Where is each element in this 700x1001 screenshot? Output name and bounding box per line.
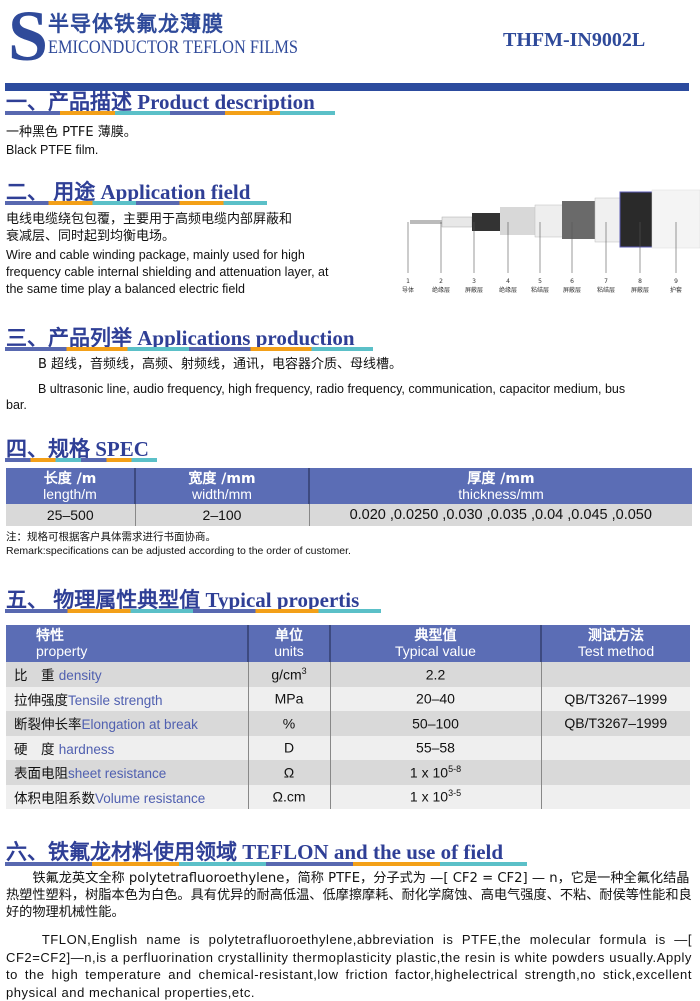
layer-number: 3 [472, 278, 476, 285]
logo-letter: S [8, 0, 49, 76]
title-cn: 半导体铁氟龙薄膜 [48, 12, 224, 36]
col-property: 特性 property [6, 625, 249, 662]
cell-property: 比 重 density [6, 662, 249, 687]
heading-underline [5, 458, 157, 462]
col-test-method: 测试方法 Test method [541, 625, 690, 662]
layer-label: 导体 [402, 286, 414, 294]
cell-method: QB/T3267–1999 [541, 686, 690, 711]
layer-number: 2 [439, 278, 443, 285]
teflon-en: TFLON,English name is polytetrafluoroeth… [6, 932, 692, 1000]
heading-underline [5, 111, 335, 115]
desc-cn: 一种黑色 PTFE 薄膜。 [6, 125, 137, 140]
table-row: 25–500 2–100 0.020 ,0.0250 ,0.030 ,0.035… [6, 504, 692, 526]
cell-value: 2.2 [330, 662, 542, 687]
cell-length: 25–500 [6, 504, 136, 526]
table-row: 比 重 density g/cm3 2.2 [6, 662, 690, 687]
section-heading-description: 一、产品描述 Product description [6, 90, 315, 114]
title-en: EMICONDUCTOR TEFLON FILMS [48, 37, 298, 58]
section-heading-properties: 五、 物理属性典型值 Typical propertis [6, 588, 360, 612]
cell-width: 2–100 [135, 504, 310, 526]
section-heading-products: 三、产品列举 Applications production [6, 326, 355, 350]
layer-number: 1 [406, 278, 410, 285]
cell-unit: Ω.cm [248, 784, 331, 809]
table-row: 体积电阻系数Volume resistance Ω.cm 1 x 103-5 [6, 784, 690, 809]
cell-method: QB/T3267–1999 [541, 711, 690, 736]
cell-unit: Ω [248, 760, 331, 785]
cell-property: 硬 度 hardness [6, 735, 249, 760]
layer-label: 绝缘层 [432, 286, 450, 294]
layer-label: 粘结层 [531, 286, 549, 294]
application-cn-1: 电线电缆绕包包覆，主要用于高频电缆内部屏蔽和 [6, 212, 293, 227]
cell-property: 表面电阻sheet resistance [6, 760, 249, 785]
layer-label: 屏蔽层 [465, 286, 483, 294]
cell-method [541, 735, 690, 760]
desc-en: Black PTFE film. [6, 143, 99, 157]
layer-number: 5 [538, 278, 542, 285]
table-row: 拉伸强度Tensile strength MPa 20–40 QB/T3267–… [6, 686, 690, 711]
col-length: 长度 /m length/m [6, 468, 136, 504]
spec-note-en: Remark:specifications can be adjusted ac… [6, 545, 351, 557]
cell-value: 55–58 [330, 735, 542, 760]
section-heading-application: 二、 用途 Application field [6, 180, 251, 204]
col-units: 单位 units [248, 625, 331, 662]
spec-note-cn: 注：规格可根据客户具体需求进行书面协商。 [6, 531, 216, 543]
cell-property: 拉伸强度Tensile strength [6, 686, 249, 711]
layer-label: 屏蔽层 [563, 286, 581, 294]
heading-underline [5, 347, 373, 351]
col-thickness: 厚度 /mm thickness/mm [309, 468, 692, 504]
col-width: 宽度 /mm width/mm [135, 468, 310, 504]
spec-table: 长度 /m length/m 宽度 /mm width/mm 厚度 /mm thick… [6, 468, 692, 526]
heading-underline [5, 609, 381, 613]
heading-underline [5, 862, 527, 866]
products-en-2: bar. [6, 398, 27, 412]
table-row: 表面电阻sheet resistance Ω 1 x 105-8 [6, 760, 690, 785]
layer-number: 4 [506, 278, 510, 285]
layer-label: 粘结层 [597, 286, 615, 294]
application-en-1: Wire and cable winding package, mainly u… [6, 248, 305, 262]
heading-underline [5, 201, 267, 205]
col-typical-value: 典型值 Typical value [330, 625, 542, 662]
cell-value: 50–100 [330, 711, 542, 736]
cell-value: 1 x 105-8 [330, 760, 542, 785]
cell-method [541, 784, 690, 809]
teflon-cn: 铁氟龙英文全称 polytetrafluoroethylene，简称 PTFE，… [6, 871, 692, 920]
application-en-3: the same time play a balanced electric f… [6, 282, 246, 296]
products-cn: B 超线，音频线，高频、射频线，通讯，电容器介质、母线槽。 [38, 357, 403, 372]
layer-label: 绝缘层 [499, 286, 517, 294]
cell-unit: g/cm3 [248, 662, 331, 687]
properties-table: 特性 property 单位 units 典型值 Typical value 测试方法… [6, 625, 690, 809]
section-heading-teflon: 六、铁氟龙材料使用领域 TEFLON and the use of field [6, 840, 504, 864]
cell-thickness: 0.020 ,0.0250 ,0.030 ,0.035 ,0.04 ,0.045… [309, 504, 692, 526]
cell-unit: % [248, 711, 331, 736]
model-number: THFM-IN9002L [503, 29, 646, 51]
section-heading-spec: 四、规格 SPEC [6, 437, 149, 461]
layer-label: 屏蔽层 [631, 286, 649, 294]
cell-property: 断裂伸长率Elongation at break [6, 711, 249, 736]
application-en-2: frequency cable internal shielding and a… [6, 265, 329, 279]
cell-value: 1 x 103-5 [330, 784, 542, 809]
cell-unit: MPa [248, 686, 331, 711]
cell-value: 20–40 [330, 686, 542, 711]
table-row: 硬 度 hardness D 55–58 [6, 735, 690, 760]
cell-property: 体积电阻系数Volume resistance [6, 784, 249, 809]
layer-label: 护套 [670, 286, 682, 294]
layer-number: 8 [638, 278, 642, 285]
application-cn-2: 衰减层、同时起到均衡电场。 [6, 229, 176, 244]
cell-method [541, 760, 690, 785]
layer-number: 7 [604, 278, 608, 285]
cell-unit: D [248, 735, 331, 760]
cell-method [541, 662, 690, 687]
layer-number: 9 [674, 278, 678, 285]
products-en-1: B ultrasonic line, audio frequency, high… [38, 382, 626, 396]
table-row: 断裂伸长率Elongation at break % 50–100 QB/T32… [6, 711, 690, 736]
layer-number: 6 [570, 278, 574, 285]
header-divider [5, 83, 689, 91]
